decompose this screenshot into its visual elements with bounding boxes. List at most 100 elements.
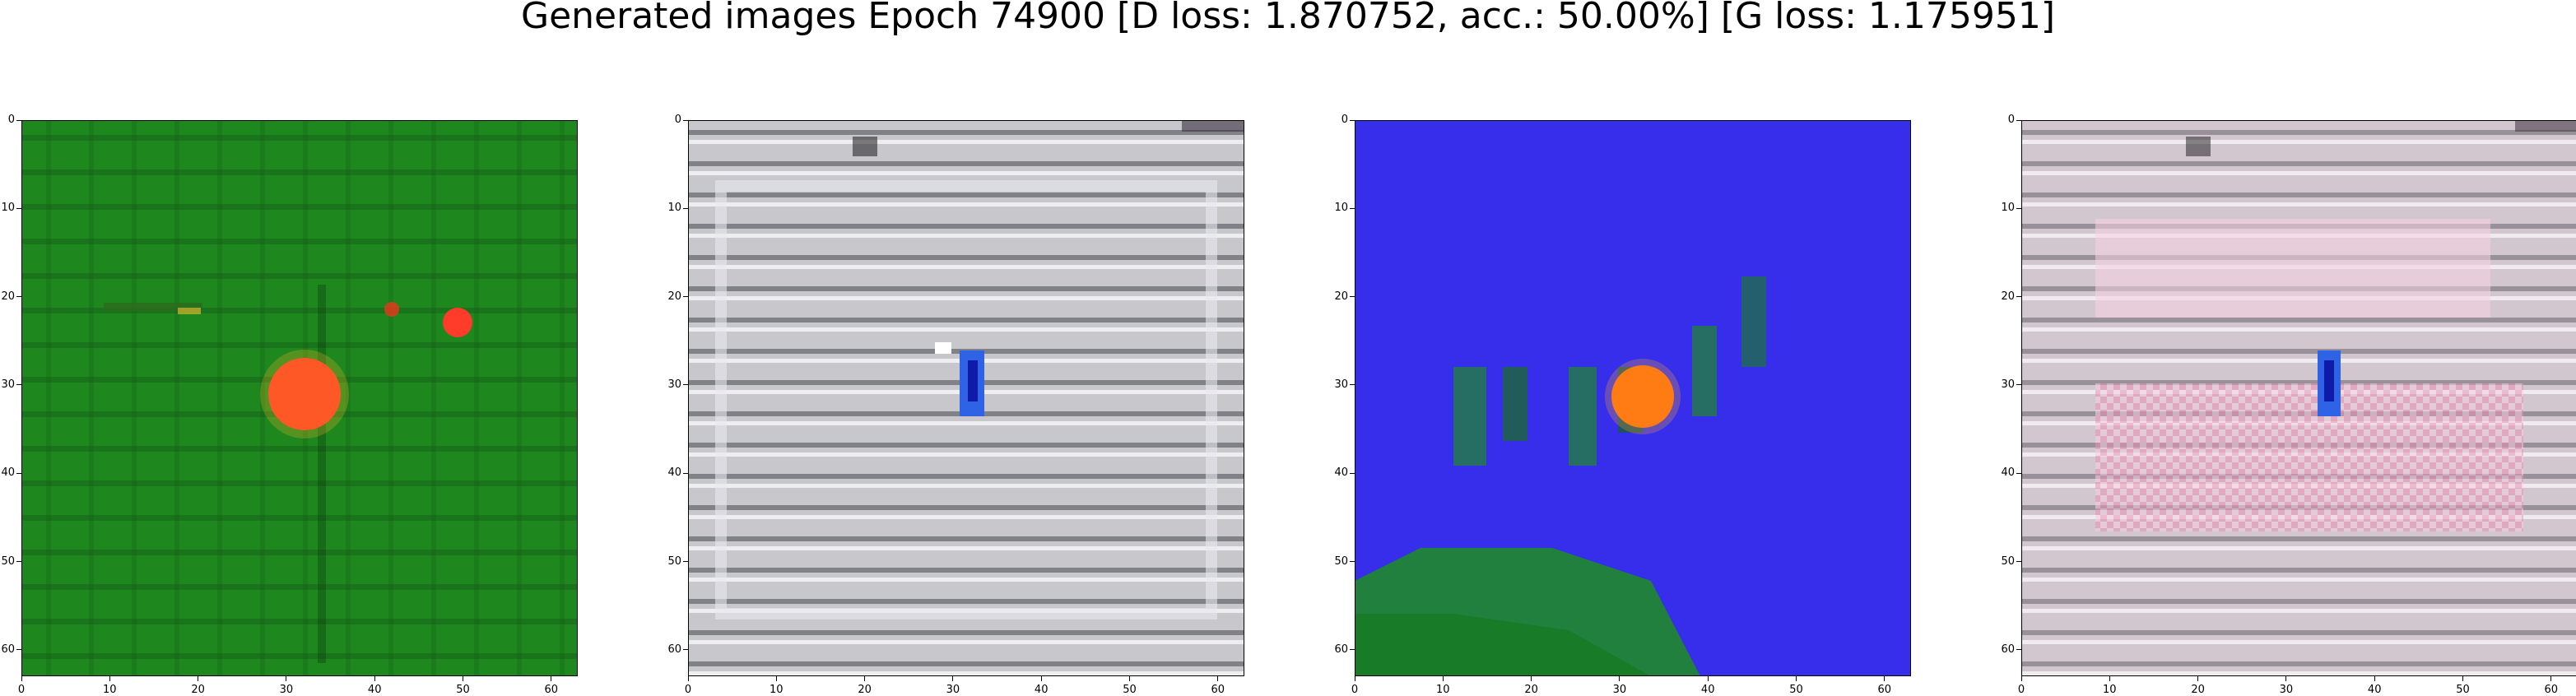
y-tick-label: 20 <box>1334 290 1348 303</box>
x-tick-label: 20 <box>1524 684 1538 696</box>
y-tick-label: 20 <box>667 290 681 303</box>
x-tick-label: 20 <box>191 684 205 696</box>
x-tick-label: 0 <box>17 684 26 696</box>
y-tick-mark <box>1350 472 1355 474</box>
generated-image-4 <box>2021 120 2576 676</box>
y-tick-mark <box>1350 384 1355 386</box>
y-tick-label: 30 <box>2001 378 2015 391</box>
x-tick-label: 30 <box>1612 684 1627 696</box>
y-tick-label: 40 <box>1 466 15 480</box>
x-tick-label: 10 <box>1436 684 1450 696</box>
x-tick-label: 20 <box>2191 684 2205 696</box>
x-tick-label: 40 <box>367 684 382 696</box>
y-tick-label: 40 <box>2001 466 2015 480</box>
y-tick-label: 10 <box>2001 202 2015 215</box>
x-tick-mark <box>1217 676 1219 681</box>
generated-image-1 <box>21 120 578 676</box>
x-tick-mark <box>2462 676 2463 681</box>
y-tick-label: 10 <box>1 202 15 215</box>
x-tick-mark <box>2109 676 2110 681</box>
y-tick-label: 0 <box>2007 114 2015 126</box>
y-tick-label: 30 <box>667 378 681 391</box>
x-tick-mark <box>2374 676 2375 681</box>
y-tick-mark <box>16 296 21 298</box>
y-tick-label: 0 <box>7 114 15 126</box>
x-tick-label: 60 <box>1211 684 1225 696</box>
y-tick-label: 50 <box>667 554 681 568</box>
y-tick-mark <box>683 207 688 209</box>
x-tick-mark <box>775 676 777 681</box>
y-tick-label: 50 <box>1334 554 1348 568</box>
x-tick-mark <box>109 676 110 681</box>
x-tick-label: 50 <box>2456 684 2470 696</box>
y-tick-label: 50 <box>2001 554 2015 568</box>
x-tick-mark <box>1129 676 1130 681</box>
x-tick-mark <box>1442 676 1444 681</box>
y-tick-mark <box>683 561 688 562</box>
y-tick-label: 60 <box>1 643 15 656</box>
generated-image-panel-3 <box>1355 120 1911 676</box>
y-tick-label: 60 <box>1334 643 1348 656</box>
x-tick-label: 40 <box>2367 684 2382 696</box>
y-tick-mark <box>683 119 688 121</box>
x-tick-label: 40 <box>1034 684 1049 696</box>
y-tick-mark <box>16 384 21 386</box>
y-tick-mark <box>2016 561 2021 562</box>
y-tick-mark <box>683 472 688 474</box>
x-tick-mark <box>21 676 22 681</box>
y-tick-label: 60 <box>667 643 681 656</box>
y-tick-label: 50 <box>1 554 15 568</box>
generated-image-panel-4 <box>2021 120 2576 676</box>
y-tick-label: 30 <box>1334 378 1348 391</box>
x-tick-mark <box>952 676 954 681</box>
y-tick-mark <box>683 649 688 651</box>
x-tick-label: 10 <box>103 684 117 696</box>
y-tick-mark <box>1350 561 1355 562</box>
x-tick-label: 0 <box>1351 684 1359 696</box>
x-tick-label: 10 <box>770 684 783 696</box>
y-tick-mark <box>2016 649 2021 651</box>
y-tick-label: 20 <box>2001 290 2015 303</box>
x-tick-mark <box>1796 676 1797 681</box>
x-tick-mark <box>2197 676 2199 681</box>
x-tick-label: 50 <box>1123 684 1137 696</box>
x-tick-label: 40 <box>1700 684 1715 696</box>
x-tick-label: 60 <box>1877 684 1892 696</box>
y-tick-mark <box>683 384 688 386</box>
y-tick-label: 40 <box>1334 466 1348 480</box>
y-tick-label: 0 <box>1341 114 1348 126</box>
y-tick-mark <box>1350 119 1355 121</box>
x-tick-label: 20 <box>858 684 872 696</box>
y-tick-label: 10 <box>1334 202 1348 215</box>
x-tick-label: 30 <box>2279 684 2294 696</box>
y-tick-mark <box>1350 649 1355 651</box>
y-tick-mark <box>2016 296 2021 298</box>
generated-image-panel-1 <box>21 120 578 676</box>
y-tick-mark <box>16 649 21 651</box>
x-tick-label: 50 <box>1789 684 1803 696</box>
x-tick-mark <box>1531 676 1532 681</box>
figure-title: Generated images Epoch 74900 [D loss: 1.… <box>520 0 2056 37</box>
x-tick-mark <box>1884 676 1886 681</box>
x-tick-label: 0 <box>684 684 692 696</box>
y-tick-mark <box>2016 384 2021 386</box>
x-tick-label: 30 <box>279 684 294 696</box>
x-tick-mark <box>2550 676 2552 681</box>
y-tick-label: 20 <box>1 290 15 303</box>
generated-image-panel-2 <box>688 120 1244 676</box>
x-tick-label: 50 <box>456 684 470 696</box>
y-tick-mark <box>16 119 21 121</box>
y-tick-mark <box>1350 296 1355 298</box>
x-tick-mark <box>1707 676 1709 681</box>
y-tick-mark <box>1350 207 1355 209</box>
x-tick-mark <box>1619 676 1620 681</box>
y-tick-label: 60 <box>2001 643 2015 656</box>
y-tick-mark <box>16 207 21 209</box>
y-tick-mark <box>16 472 21 474</box>
x-tick-mark <box>374 676 375 681</box>
y-tick-mark <box>2016 472 2021 474</box>
generated-image-2 <box>688 120 1244 676</box>
y-tick-mark <box>16 561 21 562</box>
x-tick-mark <box>864 676 866 681</box>
x-tick-label: 60 <box>544 684 559 696</box>
